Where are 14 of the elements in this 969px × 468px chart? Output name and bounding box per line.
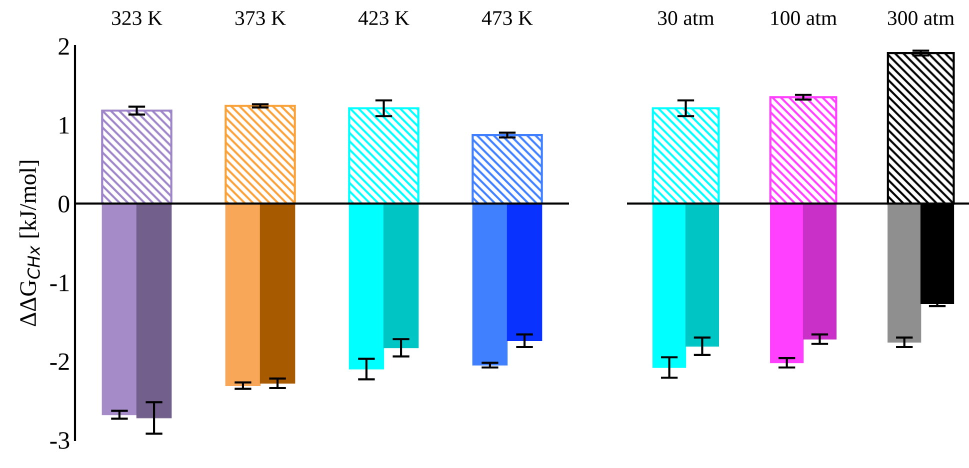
x-tick-label: 300 atm bbox=[888, 11, 954, 26]
x-tick-label: 473 K bbox=[482, 11, 533, 26]
x-tick-label: 100 atm bbox=[771, 11, 837, 26]
x-tick-label: 30 atm bbox=[658, 11, 714, 26]
y-tick-label: -2 bbox=[50, 353, 69, 370]
y-tick-label: 0 bbox=[58, 196, 70, 213]
x-tick-label: 423 K bbox=[358, 11, 410, 26]
y-tick-label: 2 bbox=[58, 38, 69, 55]
x-tick-label: 373 K bbox=[235, 11, 286, 26]
y-tick-label: -3 bbox=[50, 432, 70, 449]
y-tick-label: -1 bbox=[50, 274, 69, 292]
y-tick-label: 1 bbox=[60, 116, 69, 134]
x-tick-label: 323 K bbox=[112, 11, 162, 26]
y-axis-title: ΔΔG$_{CHx}$ [kJ/mol] bbox=[19, 160, 40, 326]
